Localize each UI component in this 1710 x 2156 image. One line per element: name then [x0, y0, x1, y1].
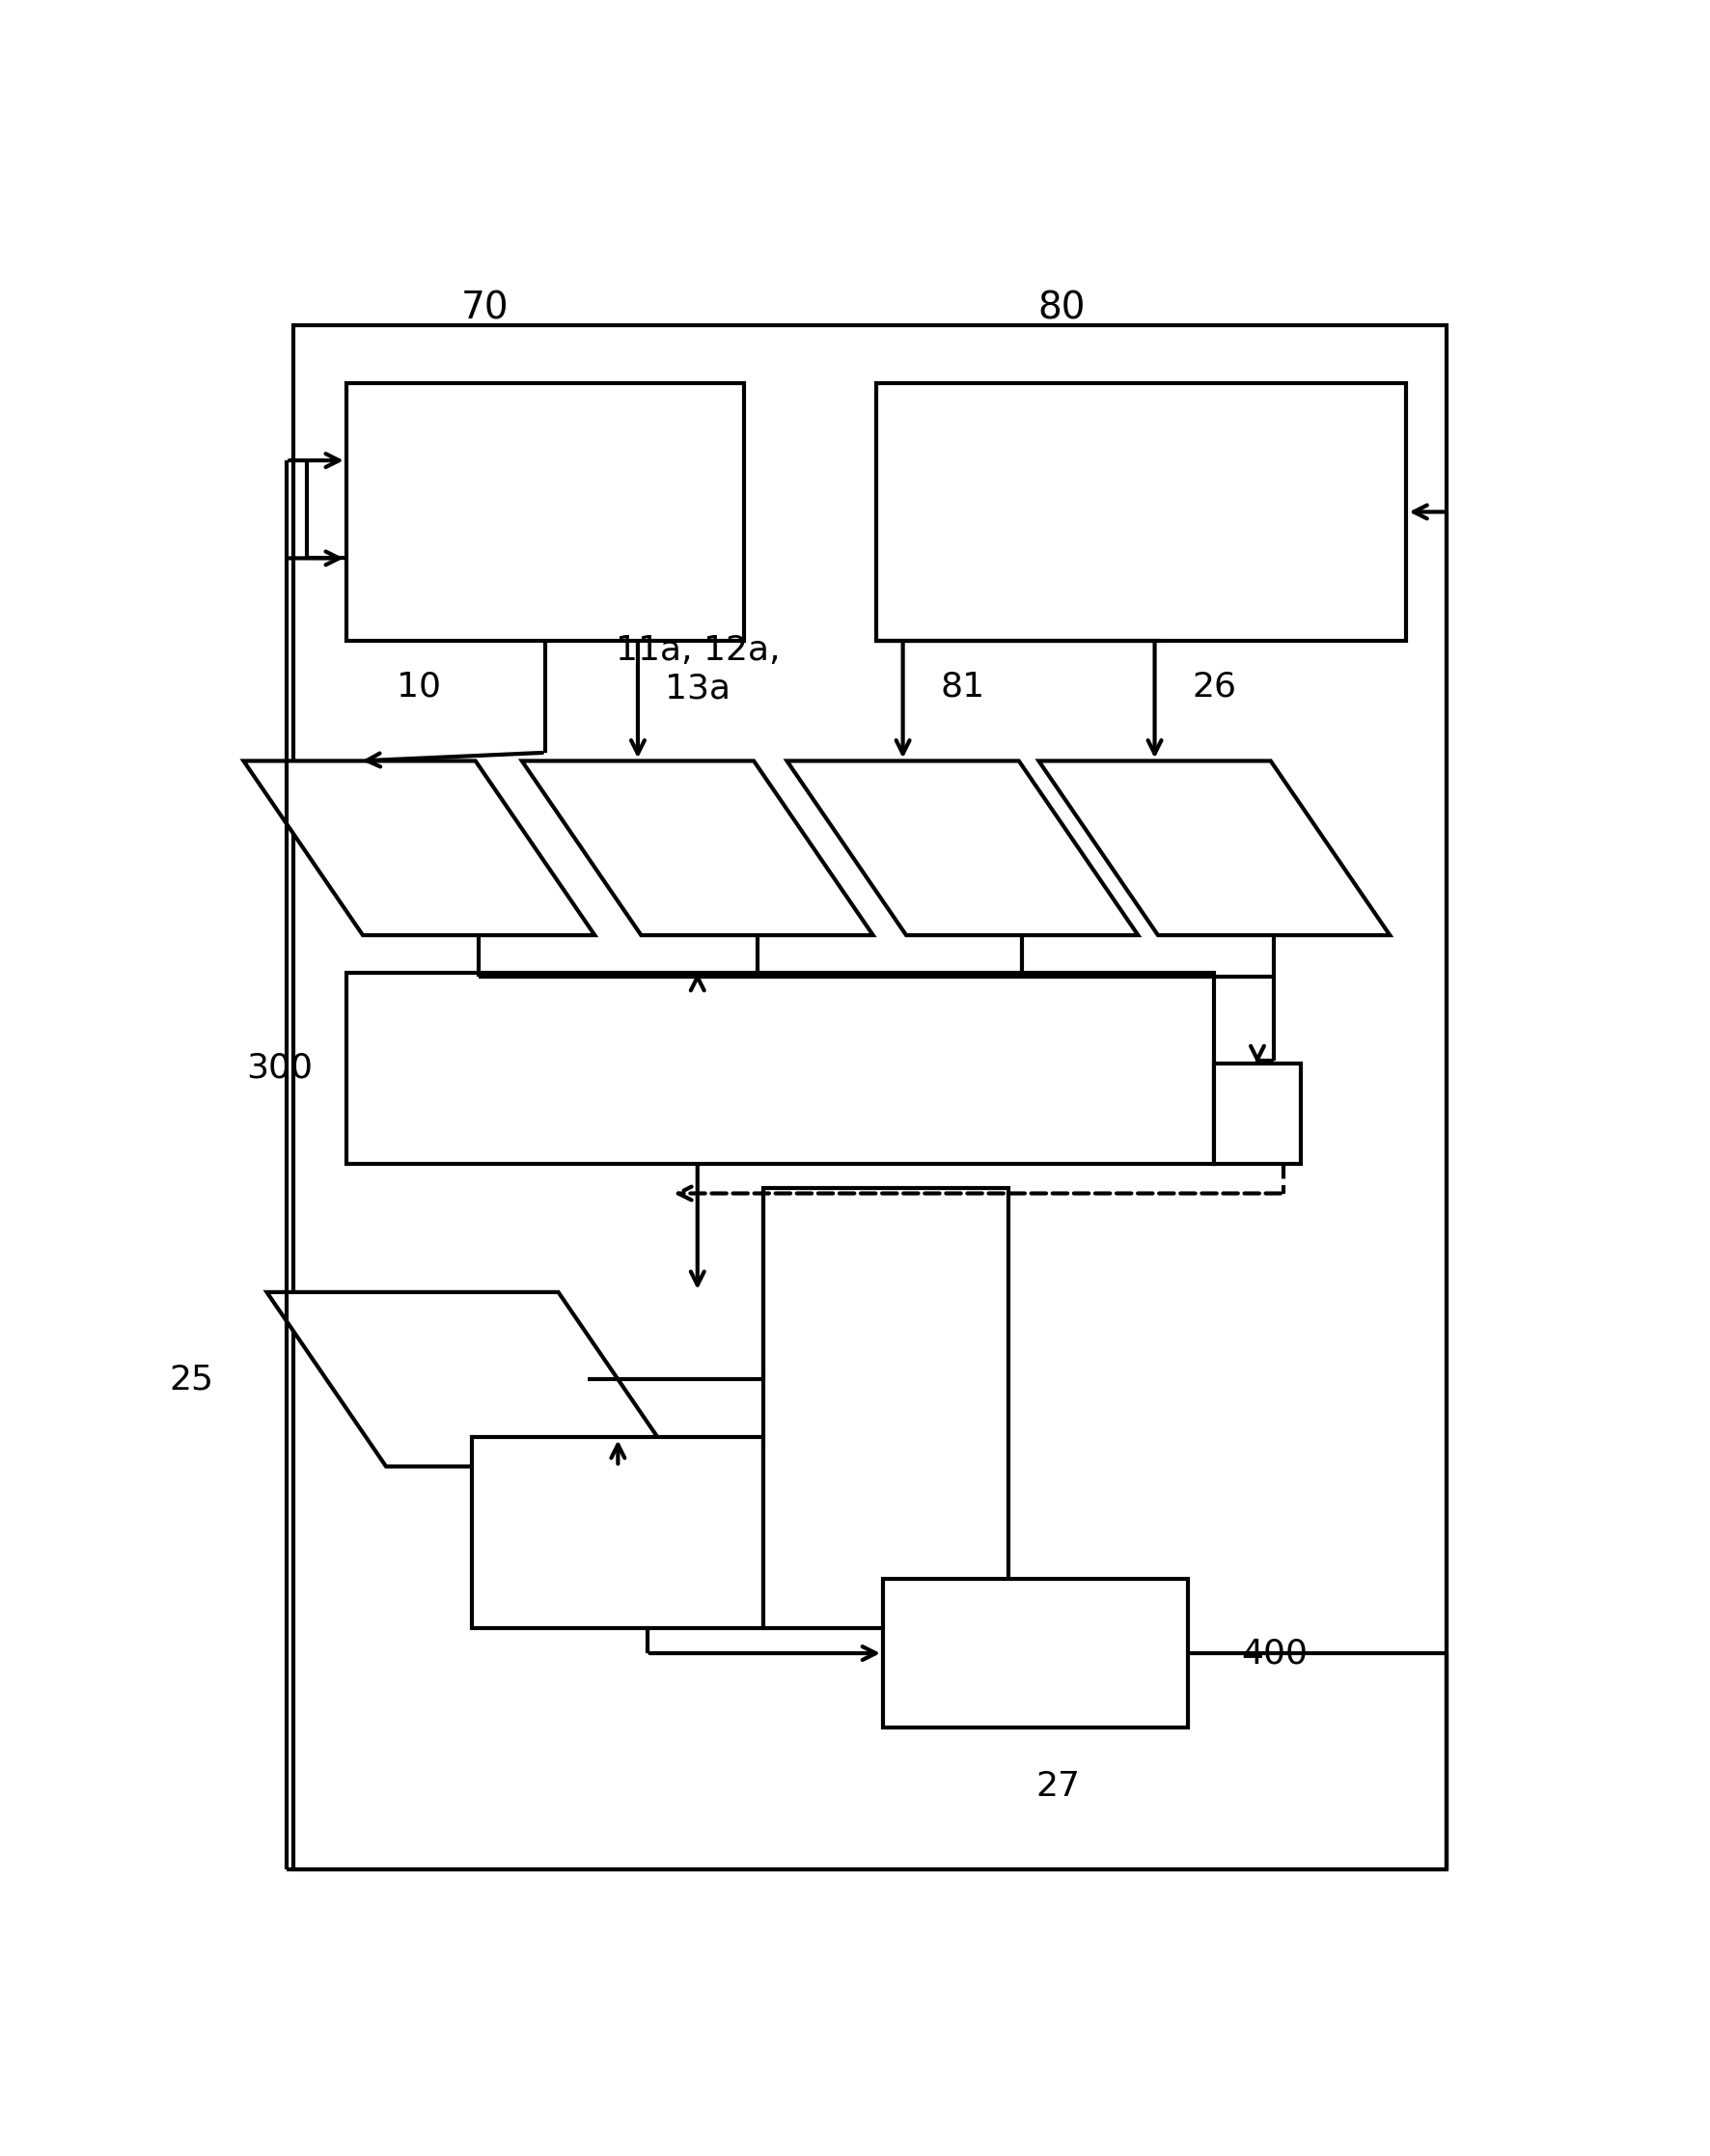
Text: 70: 70 — [462, 291, 510, 328]
Bar — [764, 1188, 1009, 1628]
Bar — [345, 384, 744, 640]
Bar — [876, 384, 1406, 640]
Text: 80: 80 — [1038, 291, 1086, 328]
Bar — [882, 1578, 1188, 1727]
Text: 300: 300 — [246, 1052, 313, 1084]
Polygon shape — [243, 761, 595, 936]
Polygon shape — [1038, 761, 1390, 936]
Text: 27: 27 — [1035, 1770, 1079, 1802]
Bar — [294, 326, 1447, 1869]
Text: 81: 81 — [940, 671, 985, 703]
Polygon shape — [522, 761, 874, 936]
Text: 400: 400 — [1241, 1636, 1308, 1669]
Bar — [1214, 1063, 1300, 1164]
Text: 25: 25 — [169, 1363, 214, 1395]
Bar — [472, 1438, 764, 1628]
Text: 11a, 12a,
13a: 11a, 12a, 13a — [616, 634, 780, 705]
Polygon shape — [787, 761, 1139, 936]
Polygon shape — [267, 1291, 677, 1466]
Text: 10: 10 — [397, 671, 441, 703]
Bar — [345, 972, 1214, 1164]
Text: 26: 26 — [1192, 671, 1236, 703]
